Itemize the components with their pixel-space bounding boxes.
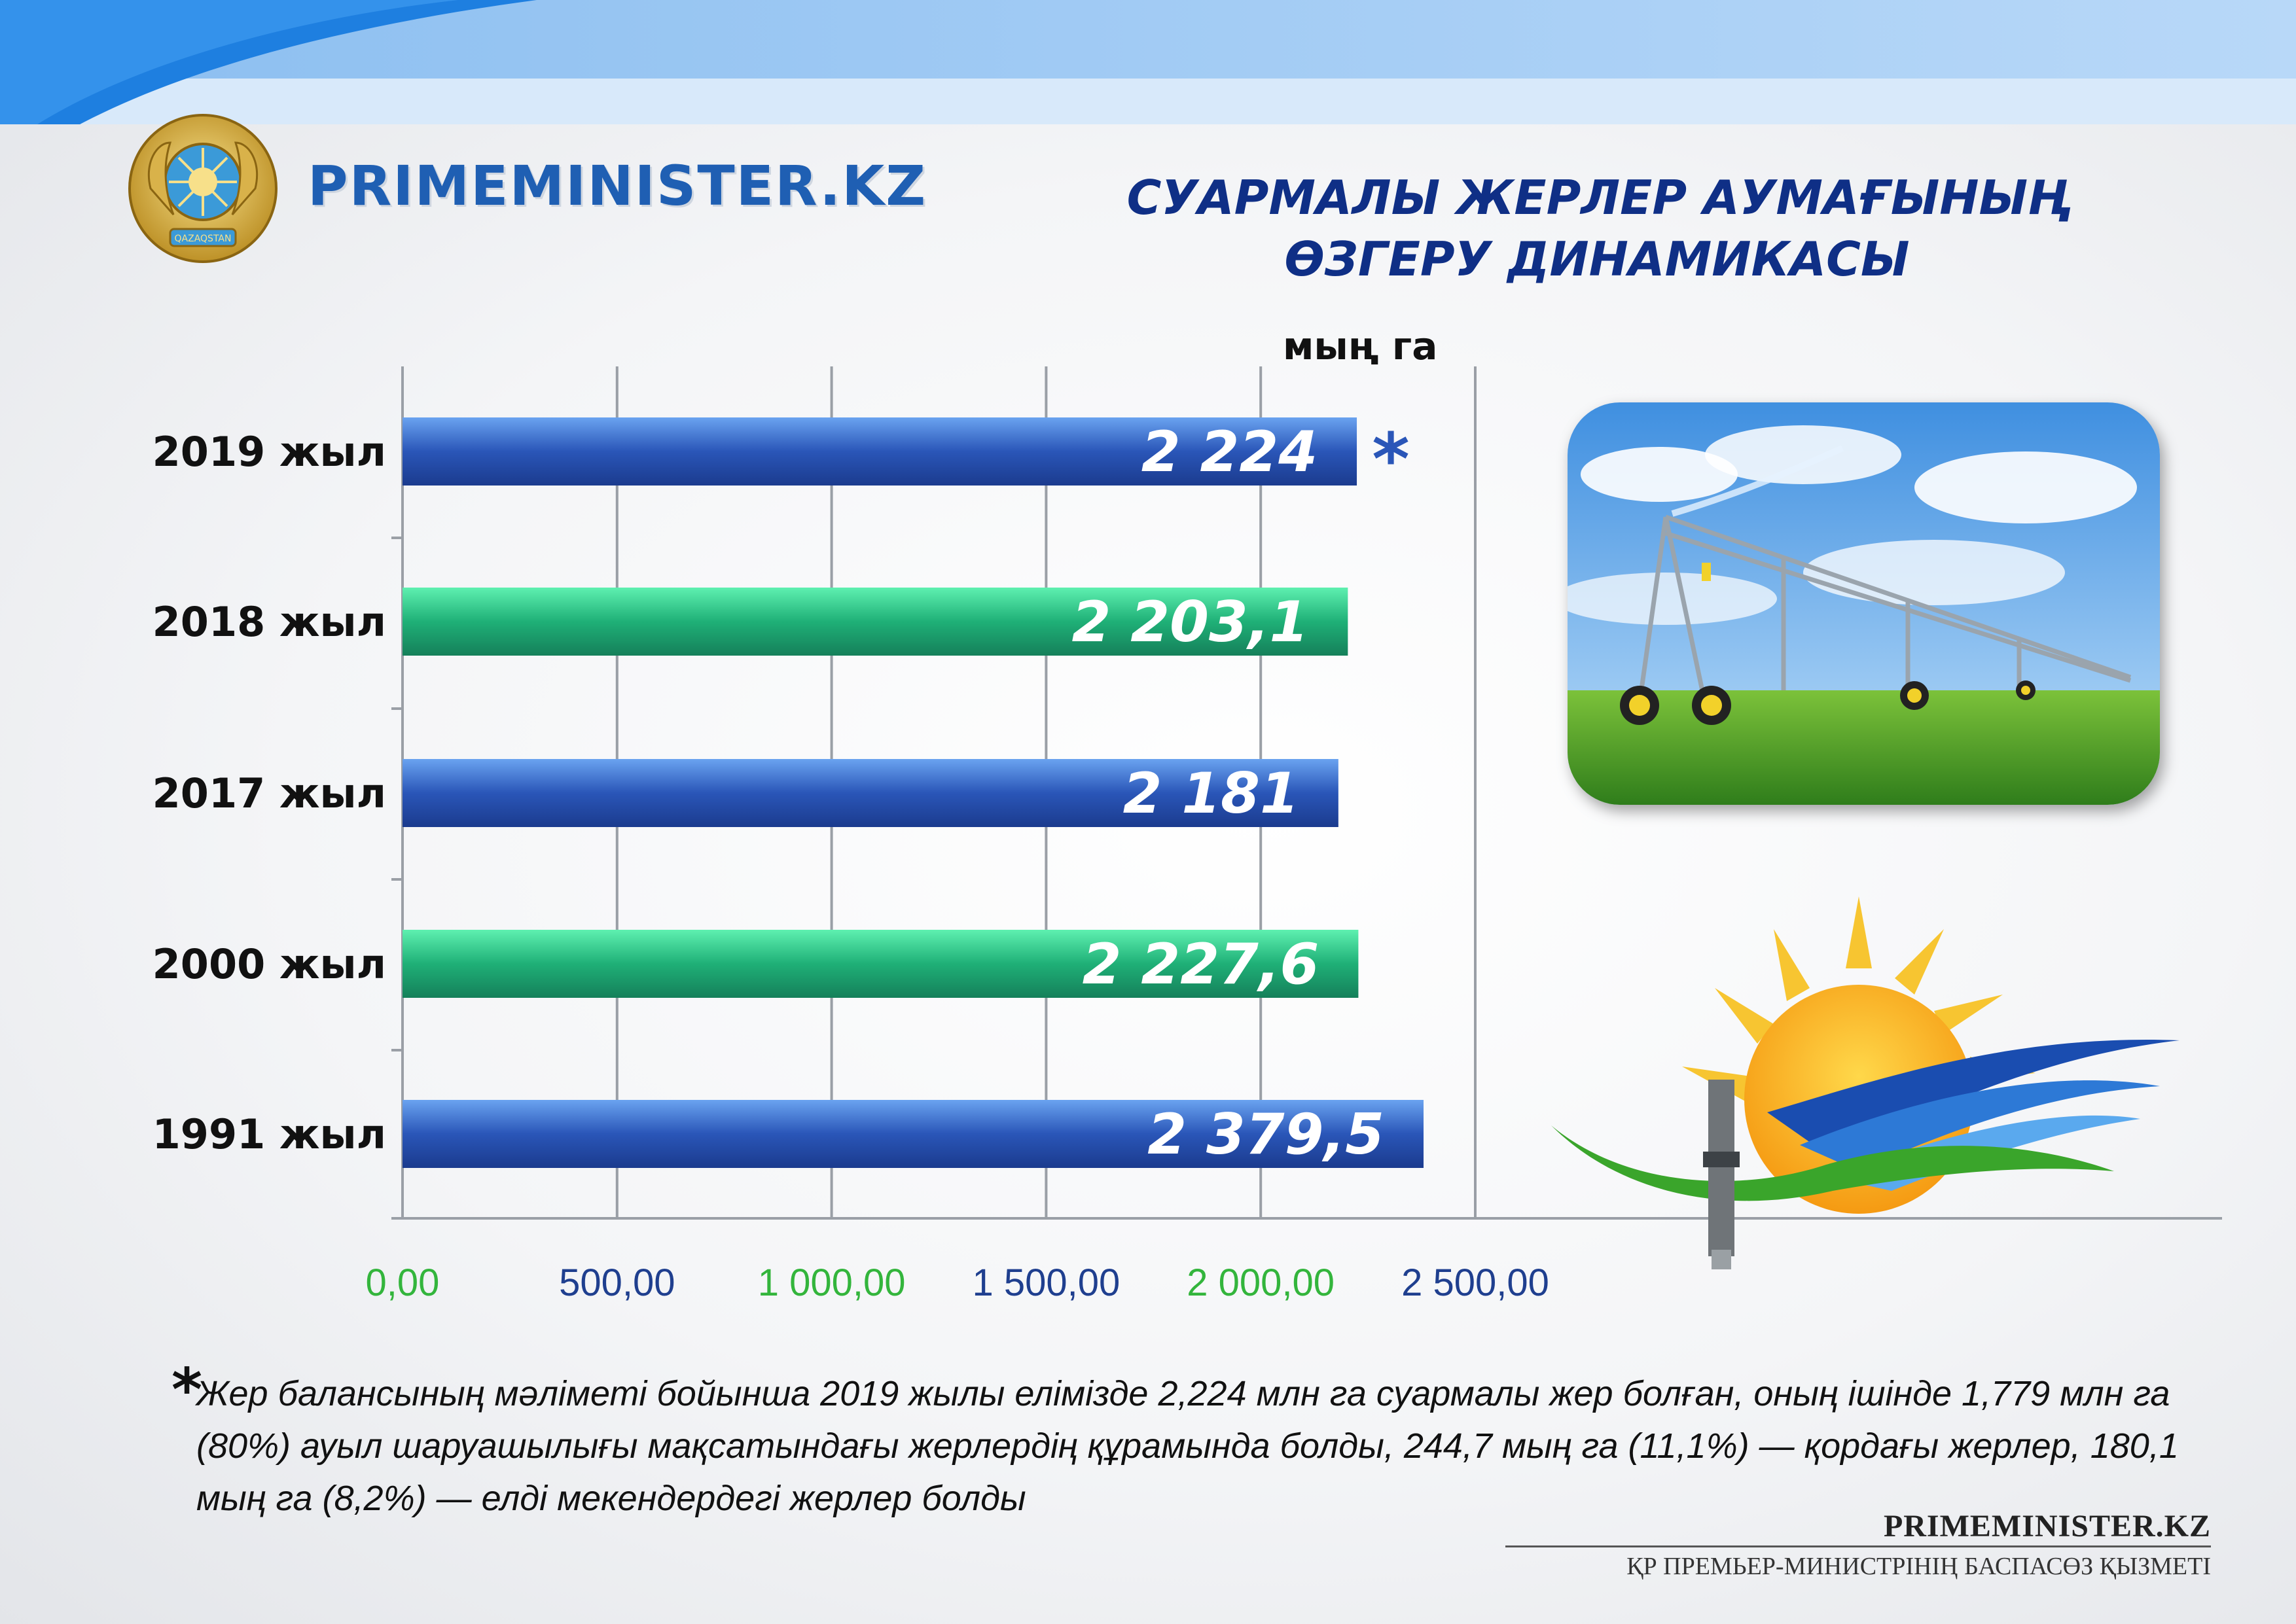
footnote-asterisk: * — [171, 1356, 203, 1424]
bar-1 — [403, 588, 1348, 656]
bar-value-label: 2 224 — [1141, 419, 1318, 485]
bar-value-label: 2 181 — [1123, 761, 1299, 826]
bar-3 — [403, 930, 1359, 998]
page-title: СУАРМАЛЫ ЖЕРЛЕР АУМАҒЫНЫҢ ӨЗГЕРУ ДИНАМИК… — [1073, 167, 2121, 290]
footnote-text: Жер балансының мәліметі бойынша 2019 жыл… — [196, 1374, 2179, 1518]
bar-2 — [403, 759, 1338, 827]
bar-4 — [403, 1100, 1424, 1168]
sun-water-logo-icon — [1551, 896, 2179, 1269]
x-tick-label: 1 500,00 — [973, 1262, 1121, 1304]
x-tick-label: 2 000,00 — [1187, 1262, 1335, 1304]
bar-value-label: 2 203,1 — [1072, 590, 1309, 655]
footer-divider — [1505, 1545, 2211, 1547]
emblem-text: QAZAQSTAN — [175, 234, 232, 244]
x-tick-label: 2 500,00 — [1401, 1262, 1549, 1304]
x-tick-label: 1 000,00 — [758, 1262, 906, 1304]
irrigation-photo — [1568, 402, 2160, 805]
bar-value-label: 2 227,6 — [1083, 932, 1319, 997]
header-band — [0, 0, 2296, 124]
category-label: 2018 жыл — [152, 598, 386, 646]
footer-subtitle: ҚР ПРЕМЬЕР-МИНИСТРІНІҢ БАСПАСӨЗ ҚЫЗМЕТІ — [1626, 1553, 2211, 1580]
irrigation-pivot-icon — [1568, 402, 2160, 805]
category-label: 1991 жыл — [152, 1110, 386, 1158]
title-line-2: ӨЗГЕРУ ДИНАМИКАСЫ — [1284, 232, 1910, 287]
asterisk-marker: * — [1372, 417, 1410, 501]
title-line-1: СУАРМАЛЫ ЖЕРЛЕР АУМАҒЫНЫҢ — [1126, 170, 2068, 225]
category-label: 2017 жыл — [152, 769, 386, 817]
brand-name: PRIMEMINISTER.KZ — [308, 154, 927, 218]
category-label: 2000 жыл — [152, 940, 386, 988]
x-tick-label: 500,00 — [559, 1262, 675, 1304]
state-emblem-icon: QAZAQSTAN — [128, 114, 278, 263]
x-tick-label: 0,00 — [366, 1262, 440, 1304]
bar-0 — [403, 417, 1357, 485]
category-label: 2019 жыл — [152, 428, 386, 476]
footer-brand: PRIMEMINISTER.KZ — [1883, 1509, 2211, 1544]
unit-label: мың га — [1283, 324, 1438, 368]
bar-value-label: 2 379,5 — [1147, 1102, 1384, 1167]
